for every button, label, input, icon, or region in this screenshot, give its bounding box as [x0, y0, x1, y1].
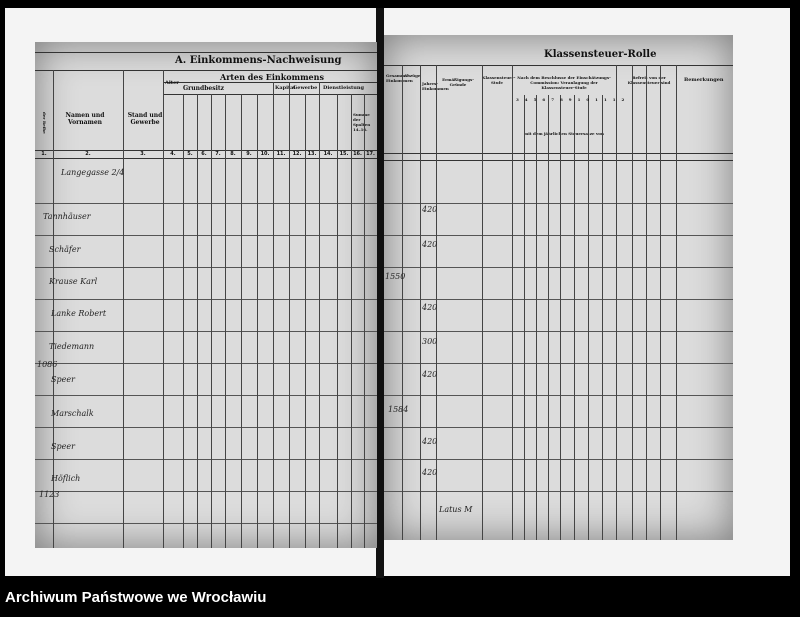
stufe-number: 3 [516, 97, 525, 102]
column-number: 10. [260, 151, 270, 157]
entry-name: Krause Karl [49, 277, 98, 286]
left-document-page: A. Einkommens-Nachweisung Arten des Eink… [35, 42, 377, 548]
col-total: Gesammt-Einkommen [386, 73, 413, 83]
column-number: 13. [307, 151, 317, 157]
stufe-number: 11 [595, 97, 613, 102]
column-number: 14. [323, 151, 333, 157]
col-class: Klassensteuer-Stufe [482, 75, 516, 85]
right-document-page: Klassensteuer-Rolle Gesammt-Einkommen Ab… [384, 35, 733, 540]
margin-note: 1123 [39, 490, 60, 499]
col-reductions: Ermäßigungs-Gründe [442, 77, 474, 87]
value-420: 420 [422, 468, 438, 477]
value-420: 420 [422, 437, 438, 446]
column-number: 9. [246, 151, 252, 157]
column-number: 8. [230, 151, 236, 157]
column-number: 17. [366, 151, 375, 157]
column-number: 1. [41, 151, 47, 157]
stufe-number: 6 [542, 97, 552, 102]
column-number: 5. [187, 151, 193, 157]
stufe-number: 5 [533, 97, 543, 102]
col-capital: Kapital [275, 85, 296, 91]
value-420: 420 [422, 370, 438, 379]
value-420: 420 [422, 205, 438, 214]
column-number: 15. [339, 151, 349, 157]
stufe-number: 7 [551, 97, 560, 102]
column-number: 2. [85, 151, 91, 157]
stufe-number: 8 [559, 97, 569, 102]
value-420: 420 [422, 303, 438, 312]
col-status: Stand und Gewerbe [127, 112, 163, 126]
col-assessment: Nach dem Beschlusse der Einschätzungs-Co… [517, 75, 611, 90]
col-income: Jahres-Einkommen [422, 81, 449, 91]
column-number: 12. [292, 151, 302, 157]
entry-name: Marschalk [51, 409, 94, 418]
entry-name: Speer [51, 375, 75, 384]
stufe-number: 4 [524, 97, 534, 102]
column-number: 4. [170, 151, 176, 157]
col-yearly: mit dem jährlichen Steuersatze von [524, 131, 604, 136]
entry-name: Lanke Robert [51, 309, 107, 318]
ledger-rows [35, 172, 377, 542]
group-header: Arten des Einkommens [220, 72, 324, 82]
col-exempt: Befreit von der Klassensteuer sind [627, 75, 671, 85]
total-label: Latus M [439, 505, 473, 514]
left-page-title: A. Einkommens-Nachweisung [175, 55, 342, 66]
ledger-rows [384, 172, 733, 512]
stufe-numbers: 3456789101112 [516, 97, 630, 102]
col-names: Namen und Vornamen [65, 112, 105, 126]
right-page-title: Klassensteuer-Rolle [544, 49, 657, 60]
column-number: 6. [201, 151, 207, 157]
entry-street: Langegasse 2/4 [61, 168, 125, 177]
stufe-number: 10 [577, 97, 596, 102]
value-300: 300 [422, 337, 438, 346]
col-age: Alter [165, 80, 179, 86]
col-remarks: Bemerkungen [684, 77, 724, 83]
column-number: 16. [353, 151, 362, 157]
book-spine [376, 8, 384, 578]
col-number: der Reihe [42, 112, 47, 134]
entry-name: Speer [51, 442, 75, 451]
entry-name: Tiedemann [49, 342, 95, 351]
margin-note: 1086 [37, 360, 58, 369]
column-number: 7. [215, 151, 221, 157]
value-420: 420 [422, 240, 438, 249]
column-number: 11. [276, 151, 286, 157]
col-trade: Gewerbe [293, 85, 318, 91]
col-land: Grundbesitz [183, 85, 225, 92]
value-1550: 1550 [385, 272, 406, 281]
col-sum: Summe der Spalten 14–16. [353, 112, 371, 132]
entry-name: Höflich [51, 474, 81, 483]
entry-name: Tannhäuser [43, 212, 91, 221]
stufe-number: 12 [612, 97, 631, 102]
archive-watermark: Archiwum Państwowe we Wrocławiu [5, 589, 267, 606]
column-number: 3. [140, 151, 146, 157]
entry-name: Schäfer [49, 245, 81, 254]
col-service: Dienstleistung [323, 85, 365, 91]
col-deductions: Abzüge [404, 73, 421, 78]
stufe-number: 9 [568, 97, 578, 102]
value-1584: 1584 [388, 405, 409, 414]
